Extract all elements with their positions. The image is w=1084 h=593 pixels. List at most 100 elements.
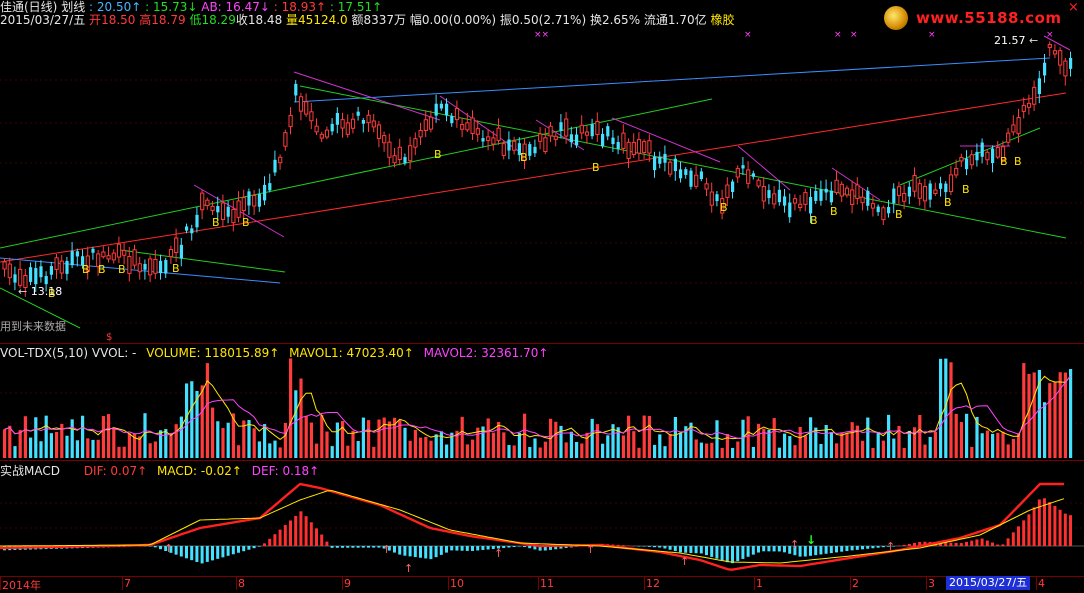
sector-label[interactable]: 橡胶 [710, 13, 735, 27]
amplitude-value: 振0.50(2.71%) [499, 13, 587, 27]
candle [631, 141, 636, 155]
volume-bar [1037, 369, 1041, 458]
macd-histogram [3, 498, 1072, 564]
volume-bar [29, 437, 33, 458]
macd-bar [746, 546, 750, 557]
candle [496, 127, 501, 141]
macd-bar [268, 538, 272, 546]
stock-title[interactable]: 佳通(日线) [0, 0, 58, 14]
up-arrow-icon: ↑ [164, 542, 173, 555]
candle [501, 143, 506, 156]
macd-bar [320, 534, 324, 546]
close-icon[interactable]: × [1068, 0, 1079, 15]
candle [236, 200, 241, 218]
volume-bar [559, 425, 563, 458]
candle [1016, 117, 1021, 135]
macd-bar [658, 546, 662, 548]
macd-indicator-name[interactable]: 实战MACD [0, 464, 60, 478]
candle [959, 156, 964, 162]
macd-bar [762, 546, 766, 552]
candle [533, 146, 537, 154]
macd-bar [835, 546, 838, 553]
candle [985, 151, 990, 161]
candle [689, 170, 693, 187]
magenta-line-6 [831, 167, 881, 201]
candle [767, 190, 771, 199]
macd-bar [699, 546, 703, 554]
volume-bar [445, 444, 449, 458]
volume-bar [205, 363, 209, 458]
macd-bar [351, 546, 355, 548]
volume-bar [642, 415, 646, 458]
macd-bar [840, 546, 844, 552]
macd-bar [637, 546, 641, 547]
down-arrow-icon: ↓ [806, 533, 816, 547]
line-value-4: : 17.51↑ [329, 0, 383, 14]
volume-bar [861, 440, 865, 458]
x-axis-tick [122, 576, 123, 590]
candle [679, 169, 683, 179]
macd-bar [200, 546, 204, 564]
candle [876, 206, 880, 213]
volume-bar [611, 424, 615, 458]
volume-bar [34, 417, 38, 458]
vol-value: 45124.0 [298, 13, 348, 27]
svg-text:×: × [744, 30, 752, 40]
volume-bar [725, 433, 729, 458]
volume-bar [767, 430, 771, 458]
macd-bar [341, 546, 344, 548]
volume-bar [231, 413, 235, 458]
volume-bar [143, 413, 147, 458]
volume-bar [304, 415, 308, 458]
volume-bar [174, 424, 178, 458]
vol-label: 量 [286, 13, 299, 27]
candle [595, 120, 600, 136]
candle [205, 199, 210, 207]
volume-indicator-name[interactable]: VOL-TDX(5,10) [0, 346, 89, 360]
candle [528, 144, 532, 156]
candle [792, 198, 798, 204]
candle [252, 194, 257, 207]
low-label: 低 [189, 13, 202, 27]
volume-bar [237, 445, 241, 458]
volume-bar [257, 441, 261, 458]
volume-bar [1011, 438, 1015, 458]
candle [226, 206, 230, 217]
macd-bar [679, 546, 682, 553]
macd-bar [1063, 513, 1067, 546]
candle [298, 96, 304, 112]
candle [860, 196, 865, 204]
candle [392, 155, 397, 164]
candle [1000, 146, 1006, 161]
volume-bar [299, 378, 303, 458]
volume-bar [455, 430, 459, 458]
magenta-line-5 [737, 145, 791, 191]
candle [1069, 57, 1073, 69]
macd-bar [668, 546, 672, 550]
volume-bar [897, 425, 901, 458]
macd-bar [393, 546, 396, 553]
chart-header: 佳通(日线) 划线 : 20.50↑ : 15.73↓ AB: 16.47↓ :… [0, 0, 382, 14]
candle [850, 189, 855, 205]
close-label: 收 [235, 13, 248, 27]
macd-bar [871, 546, 875, 549]
line-value-3: : 18.93↑ [273, 0, 327, 14]
volume-bar [367, 420, 371, 458]
macd-bar [304, 516, 308, 546]
volume-bar [601, 443, 605, 458]
candle [371, 120, 376, 128]
volume-bar [96, 439, 100, 458]
volume-bar [835, 443, 839, 458]
macd-bar [252, 546, 256, 549]
dea-line [0, 490, 1065, 564]
volume-bar [793, 445, 797, 458]
candle [741, 165, 745, 169]
site-logo: www.55188.com [916, 9, 1062, 27]
candle [772, 193, 777, 205]
volume-bar [497, 421, 501, 458]
volume-bar [341, 421, 345, 458]
x-axis-tick [236, 576, 237, 590]
volume-bar [413, 429, 417, 458]
